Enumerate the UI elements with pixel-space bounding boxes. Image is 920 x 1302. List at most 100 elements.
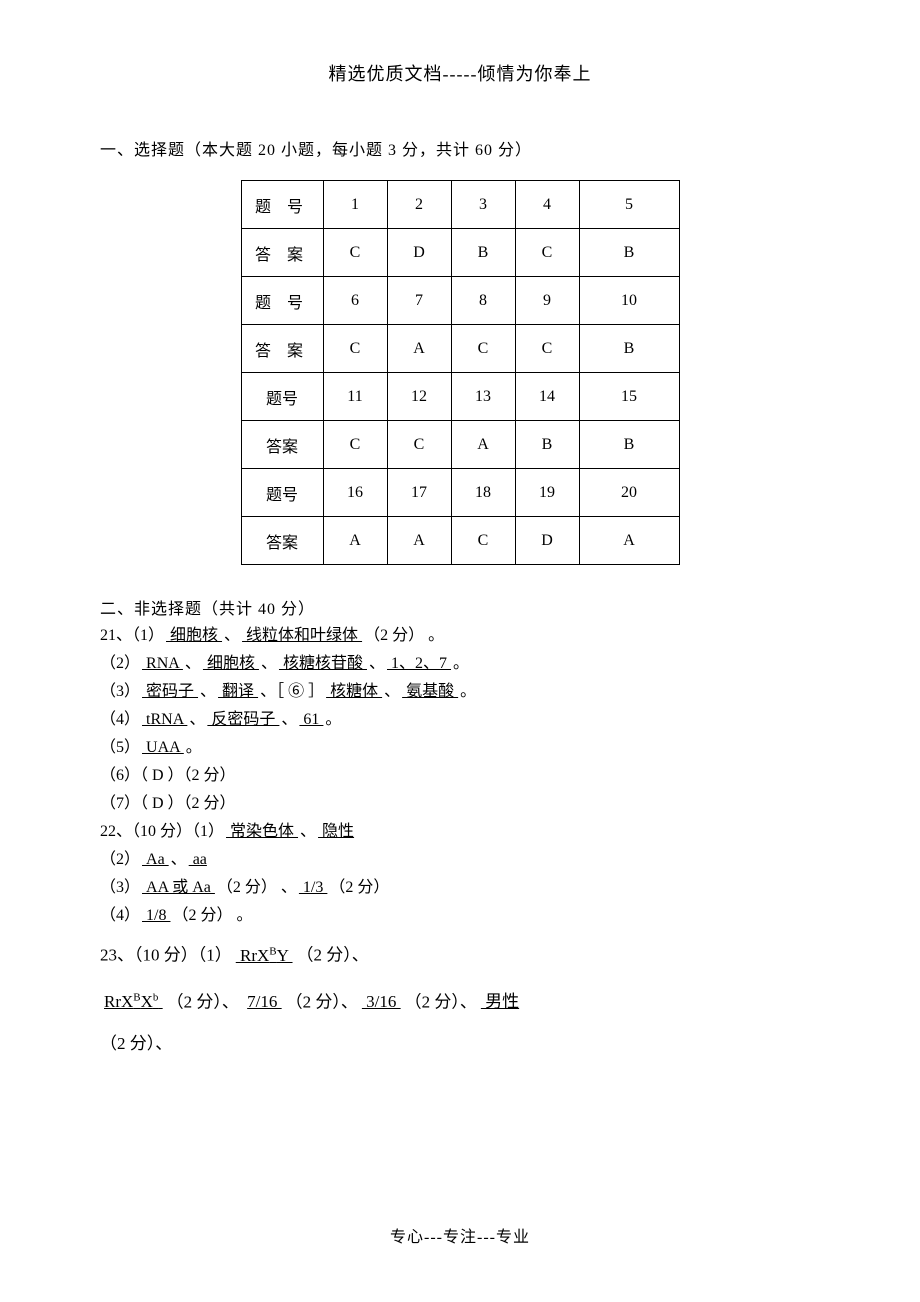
label-question: 题号 [241,469,323,517]
superscript: B [133,992,140,1004]
seg: （2 分）、 [405,992,477,1011]
end: （2 分） [329,879,389,896]
q23-line3: （2 分）、 [100,1024,820,1064]
q21-line6: （6）（ D ）（2 分） [100,763,820,789]
ans-cell: B [579,421,679,469]
q22-line1: 22、（10 分）（1） 常染色体 、 隐性 [100,819,820,845]
q21-line1: 21、（1） 细胞核 、 线粒体和叶绿体 （2 分） 。 [100,623,820,649]
q22-line2: （2） Aa 、 aa [100,847,820,873]
answer-blank: 线粒体和叶绿体 [240,627,364,644]
q23-line2: RrXBXb （2 分）、 7/16 （2 分）、 3/16 （2 分）、 男性 [100,978,820,1023]
answer-blank: 1/3 [297,879,329,896]
section2-title: 二、非选择题（共计 40 分） [100,595,820,619]
ans-cell: C [323,421,387,469]
ans-cell: B [515,421,579,469]
answer-blank: RNA [140,655,185,672]
prefix: （3） [100,683,140,700]
ans-cell: B [579,229,679,277]
answer-blank: AA 或 Aa [140,879,217,896]
q-num: 16 [323,469,387,517]
answer-table: 题 号 1 2 3 4 5 答 案 C D B C B 题 号 6 7 8 9 … [241,180,680,565]
answer-blank: 3/16 [358,992,405,1011]
end: 。 [325,711,341,728]
answer-blank: 1/8 [140,907,172,924]
answer-blank: Aa [140,851,171,868]
sep: 、 [185,655,201,672]
prefix: （3） [100,879,140,896]
q-num: 17 [387,469,451,517]
answer-blank: UAA [140,739,186,756]
sep: 、 [224,627,240,644]
q-num: 15 [579,373,679,421]
prefix: （2） [100,655,140,672]
prefix: 22、（10 分）（1） [100,823,224,840]
ans-cell: C [515,229,579,277]
ans-cell: A [579,517,679,565]
answer-blank: 61 [297,711,325,728]
answer-blank: 翻译 [216,683,260,700]
answer-blank: 细胞核 [164,627,224,644]
answer-blank: tRNA [140,711,189,728]
prefix: 21、（1） [100,627,164,644]
answer-blank: 密码子 [140,683,200,700]
page-footer: 专心---专注---专业 [0,1223,920,1247]
end: （2 分） 。 [172,907,252,924]
q-num: 19 [515,469,579,517]
q-num: 11 [323,373,387,421]
mid: （2 分） 、 [217,879,297,896]
ans-cell: C [451,517,515,565]
answer-blank: 1、2、7 [385,655,453,672]
label-answer: 答 案 [241,229,323,277]
answer-blank: 常染色体 [224,823,300,840]
free-response-answers: 21、（1） 细胞核 、 线粒体和叶绿体 （2 分） 。 （2） RNA 、 细… [100,623,820,1064]
q-num: 20 [579,469,679,517]
q-num: 8 [451,277,515,325]
q-num: 5 [579,181,679,229]
end: 。 [186,739,202,756]
answer-blank: RrXBY [232,946,297,965]
table-row: 答案 A A C D A [241,517,679,565]
section1-title: 一、选择题（本大题 20 小题，每小题 3 分，共计 60 分） [100,136,820,160]
prefix: （4） [100,907,140,924]
sep: 、 [384,683,400,700]
table-row: 答 案 C D B C B [241,229,679,277]
answer-blank: 男性 [477,992,523,1011]
q21-line3: （3） 密码子 、 翻译 、［ ⑥ ］ 核糖体 、 氨基酸 。 [100,679,820,705]
ans-cell: B [579,325,679,373]
seg: （2 分）、 [167,992,244,1011]
q-num: 6 [323,277,387,325]
q21-line5: （5） UAA 。 [100,735,820,761]
q23-line1: 23、（10 分）（1） RrXBY （2 分）、 [100,931,820,976]
end: （2 分）、 [297,946,369,965]
q-num: 7 [387,277,451,325]
answer-blank: 细胞核 [201,655,261,672]
table-row: 题号 11 12 13 14 15 [241,373,679,421]
ans-cell: B [451,229,515,277]
table-row: 题号 16 17 18 19 20 [241,469,679,517]
answer-blank: 7/16 [243,992,285,1011]
ans-cell: C [515,325,579,373]
page-header: 精选优质文档-----倾情为你奉上 [100,60,820,86]
mid: 、［ ⑥ ］ [260,683,324,700]
q-num: 12 [387,373,451,421]
label-question: 题 号 [241,277,323,325]
prefix: （4） [100,711,140,728]
answer-blank: 隐性 [316,823,356,840]
suffix: （2 分） 。 [364,627,444,644]
q22-line4: （4） 1/8 （2 分） 。 [100,903,820,929]
q-num: 14 [515,373,579,421]
sep: 、 [300,823,316,840]
q23-block: 23、（10 分）（1） RrXBY （2 分）、 RrXBXb （2 分）、 … [100,931,820,1064]
q-num: 3 [451,181,515,229]
ans-cell: C [323,325,387,373]
end: 。 [460,683,476,700]
ans-cell: C [451,325,515,373]
answer-blank: 核糖体 [324,683,384,700]
q-num: 10 [579,277,679,325]
label-answer: 答 案 [241,325,323,373]
table-row: 答案 C C A B B [241,421,679,469]
ans-cell: D [387,229,451,277]
sep: 、 [200,683,216,700]
q22-line3: （3） AA 或 Aa （2 分） 、 1/3 （2 分） [100,875,820,901]
q-num: 4 [515,181,579,229]
